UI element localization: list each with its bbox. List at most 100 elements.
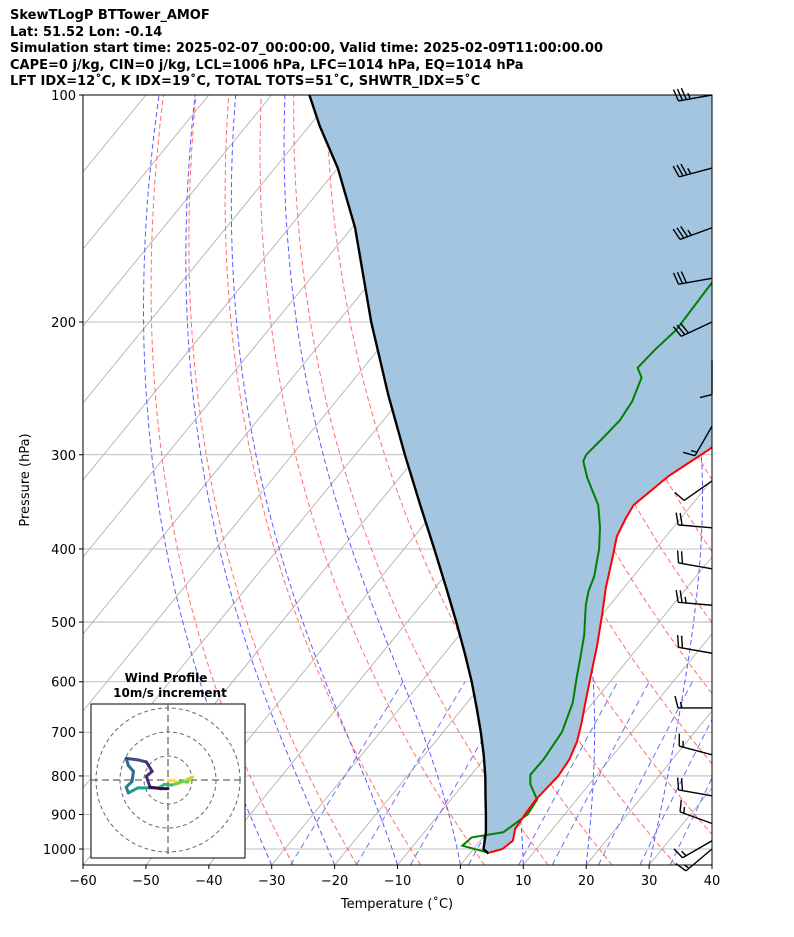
barb-feather <box>680 226 689 238</box>
wind-barb <box>676 634 713 654</box>
barb-shaft <box>678 94 713 102</box>
barb-shaft <box>678 646 713 654</box>
barb-feather <box>679 512 683 526</box>
barb-feather <box>679 701 683 709</box>
mixing-ratio-line <box>639 718 712 865</box>
y-tick-label: 700 <box>51 726 76 741</box>
y-tick-label: 1000 <box>43 843 76 858</box>
barb-shaft <box>678 601 713 606</box>
dewpoint-profile <box>460 281 712 854</box>
y-tick-label: 800 <box>51 770 76 785</box>
wind-barb <box>682 425 713 457</box>
x-tick-label: 40 <box>704 874 721 889</box>
hodograph-segment <box>144 760 154 773</box>
wind-barb <box>672 87 713 102</box>
dry-adiabat <box>259 95 485 865</box>
x-tick-label: −10 <box>384 874 411 889</box>
wind-barb <box>675 512 713 529</box>
cape-cin-area <box>309 95 712 854</box>
y-tick-label: 200 <box>51 316 76 331</box>
moist-adiabat <box>711 863 712 865</box>
wind-barb <box>674 695 712 709</box>
barb-feather <box>680 778 684 791</box>
chart-header: SkewTLogP BTTower_AMOF Lat: 51.52 Lon: -… <box>10 8 603 91</box>
barb-shaft <box>680 321 713 337</box>
hodograph-segment <box>144 774 152 789</box>
y-tick-label: 100 <box>51 89 76 104</box>
wind-barb <box>674 480 713 502</box>
moist-adiabat <box>230 95 398 865</box>
barb-feather <box>690 449 698 453</box>
wind-barb <box>672 226 713 241</box>
y-tick-label: 500 <box>51 616 76 631</box>
wind-barb <box>699 360 713 399</box>
isotherm <box>83 95 273 327</box>
mixing-ratio-line <box>669 776 712 865</box>
barb-shaft <box>678 277 713 285</box>
barb-feather <box>674 695 679 709</box>
barb-feather <box>683 864 690 869</box>
wind-barb <box>676 777 713 797</box>
barb-shaft <box>685 848 713 872</box>
wind-barb <box>678 733 713 756</box>
barb-feather <box>676 777 680 790</box>
isotherm <box>83 95 398 481</box>
mixing-ratio-line <box>355 681 466 865</box>
indices-line-2: LFT IDX=12˚C, K IDX=19˚C, TOTAL TOTS=51˚… <box>10 74 481 89</box>
barb-feather <box>674 491 685 502</box>
parcel-profile <box>308 95 490 855</box>
barb-feather <box>676 634 680 648</box>
barb-shaft <box>683 480 713 502</box>
y-axis-label: Pressure (hPa) <box>18 433 33 526</box>
barb-shaft <box>694 425 713 457</box>
barb-feather <box>680 322 689 334</box>
isotherm <box>711 864 712 865</box>
barb-feather <box>672 228 681 240</box>
hodograph-segment <box>130 769 135 783</box>
wind-barb <box>675 848 713 872</box>
moist-adiabat <box>185 95 336 865</box>
wind-barb <box>676 550 713 570</box>
mixing-ratio-line <box>597 681 693 865</box>
dry-adiabat <box>188 95 358 865</box>
barb-feather <box>675 512 679 525</box>
barb-feather <box>676 227 685 239</box>
x-tick-label: −50 <box>132 874 159 889</box>
barb-feather <box>676 324 686 336</box>
barb-feather <box>676 550 680 563</box>
location-line: Lat: 51.52 Lon: -0.14 <box>10 24 163 40</box>
barb-feather <box>682 451 696 457</box>
y-tick-label: 600 <box>51 676 76 691</box>
x-axis-label: Temperature (˚C) <box>340 896 453 912</box>
x-tick-label: 10 <box>515 874 532 889</box>
wind-barb <box>679 799 713 825</box>
hodograph-segment <box>126 786 140 795</box>
x-tick-label: −40 <box>195 874 222 889</box>
y-tick-label: 400 <box>51 543 76 558</box>
wind-barb <box>672 163 713 178</box>
time-line: Simulation start time: 2025-02-07_00:00:… <box>10 41 603 56</box>
barb-feather <box>679 590 683 603</box>
barb-shaft <box>678 789 713 797</box>
barb-feather <box>676 164 684 177</box>
barb-feather <box>676 88 684 101</box>
barb-feather <box>672 89 680 102</box>
barb-feather <box>687 168 692 175</box>
barb-feather <box>673 848 684 859</box>
mixing-ratio-line <box>518 681 619 865</box>
barb-feather <box>681 850 687 857</box>
barb-shaft <box>678 562 713 570</box>
isotherm <box>83 95 210 250</box>
barb-shaft <box>679 811 713 825</box>
dry-adiabat <box>150 95 294 865</box>
barb-shaft <box>679 227 713 241</box>
barb-feather <box>676 271 684 284</box>
x-tick-label: −60 <box>69 874 96 889</box>
barb-feather <box>680 635 684 649</box>
wind-inset-subtitle: 10m/s increment <box>113 686 227 700</box>
dry-adiabat <box>224 95 422 865</box>
x-tick-label: −30 <box>258 874 285 889</box>
barb-feather <box>680 551 684 564</box>
wind-barb <box>673 840 713 859</box>
wind-barb <box>672 321 713 337</box>
